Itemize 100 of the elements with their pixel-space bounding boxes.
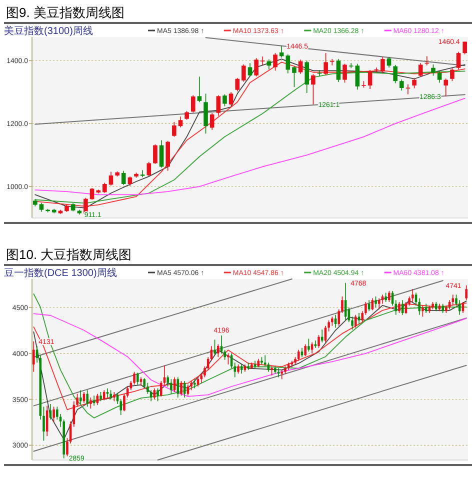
candlestick	[456, 51, 461, 70]
candlestick	[96, 393, 99, 406]
candlestick	[358, 312, 360, 324]
candlestick	[442, 303, 444, 314]
candlestick	[217, 344, 220, 358]
candlestick	[128, 176, 132, 186]
candlestick	[311, 74, 316, 105]
candlestick	[190, 94, 196, 113]
candlestick	[324, 52, 328, 76]
candlestick	[412, 78, 416, 89]
candlestick	[156, 388, 159, 402]
candlestick	[418, 62, 423, 78]
candlestick	[292, 66, 296, 88]
candlestick	[297, 349, 300, 362]
candlestick	[374, 296, 377, 308]
candlestick	[110, 390, 112, 400]
candlestick	[422, 305, 424, 318]
candlestick	[314, 340, 317, 348]
candlestick	[100, 392, 102, 402]
candlestick	[348, 62, 354, 69]
candlestick	[384, 292, 387, 302]
candlestick	[393, 64, 398, 84]
candlestick	[204, 93, 208, 134]
candlestick	[159, 140, 164, 168]
candlestick	[450, 68, 454, 82]
candlestick	[465, 284, 468, 301]
candlestick	[304, 344, 306, 357]
candlestick	[52, 406, 55, 423]
candlestick	[371, 298, 374, 311]
candlestick	[331, 316, 334, 326]
candlestick	[176, 376, 180, 398]
candlestick	[146, 162, 152, 177]
candlestick	[406, 84, 410, 95]
candlestick	[355, 63, 360, 90]
candlestick	[106, 388, 109, 398]
candlestick	[166, 375, 169, 387]
candlestick	[153, 388, 156, 400]
candlestick	[237, 364, 240, 374]
chart-title: 图10. 大豆指数周线图	[6, 247, 132, 262]
candlestick	[458, 300, 461, 316]
candlestick	[462, 41, 467, 55]
chart-subtitle: 豆一指数(DCE 1300)周线	[4, 267, 117, 279]
candlestick	[102, 390, 106, 401]
line-series	[33, 313, 467, 397]
candlestick	[197, 76, 202, 103]
candlestick	[113, 392, 116, 402]
candlestick	[228, 92, 234, 106]
candlestick	[300, 348, 304, 358]
chart-title: 图9. 美豆指数周线图	[6, 5, 124, 20]
candlestick	[431, 64, 436, 76]
candlestick	[435, 302, 438, 312]
line-series	[34, 98, 466, 196]
candlestick	[248, 62, 252, 77]
candlestick	[214, 339, 216, 356]
candlestick	[266, 58, 272, 70]
candlestick	[170, 378, 172, 394]
candlestick	[336, 58, 341, 82]
candlestick	[186, 384, 190, 396]
candlestick	[121, 170, 126, 186]
candlestick	[153, 144, 158, 164]
candlestick	[368, 70, 372, 90]
chart-subtitle: 美豆指数(3100)周线	[4, 25, 93, 37]
candlestick	[270, 366, 273, 376]
candlestick	[32, 340, 35, 372]
candlestick	[90, 397, 92, 409]
candlestick	[86, 390, 88, 408]
candlestick	[240, 364, 243, 374]
candlestick	[242, 64, 246, 82]
candlestick	[180, 380, 182, 396]
candlestick	[178, 116, 183, 128]
candlestick	[260, 56, 265, 66]
candlestick	[264, 354, 266, 367]
candlestick	[273, 52, 278, 72]
candlestick	[444, 78, 448, 97]
candlestick	[437, 70, 442, 84]
candlestick	[108, 171, 114, 186]
candlestick	[380, 56, 385, 74]
candlestick	[354, 314, 357, 328]
candlestick	[90, 188, 94, 200]
candlestick	[216, 94, 221, 116]
candlestick	[386, 56, 392, 68]
candlestick	[222, 94, 227, 107]
candlestick	[308, 338, 310, 352]
candlestick	[79, 390, 82, 404]
candlestick	[412, 288, 414, 302]
candlestick	[136, 372, 139, 386]
candlestick	[172, 122, 176, 138]
candlestick	[254, 58, 258, 77]
candlestick	[235, 78, 240, 92]
candlestick	[304, 60, 310, 94]
candlestick	[286, 54, 290, 74]
candlestick	[398, 302, 400, 314]
candlestick	[388, 290, 390, 302]
candlestick	[102, 182, 107, 194]
candlestick	[210, 112, 214, 130]
candlestick	[140, 170, 145, 178]
candlestick	[318, 334, 320, 348]
candlestick	[143, 378, 146, 389]
candlestick	[210, 346, 213, 362]
candlestick	[400, 79, 404, 91]
